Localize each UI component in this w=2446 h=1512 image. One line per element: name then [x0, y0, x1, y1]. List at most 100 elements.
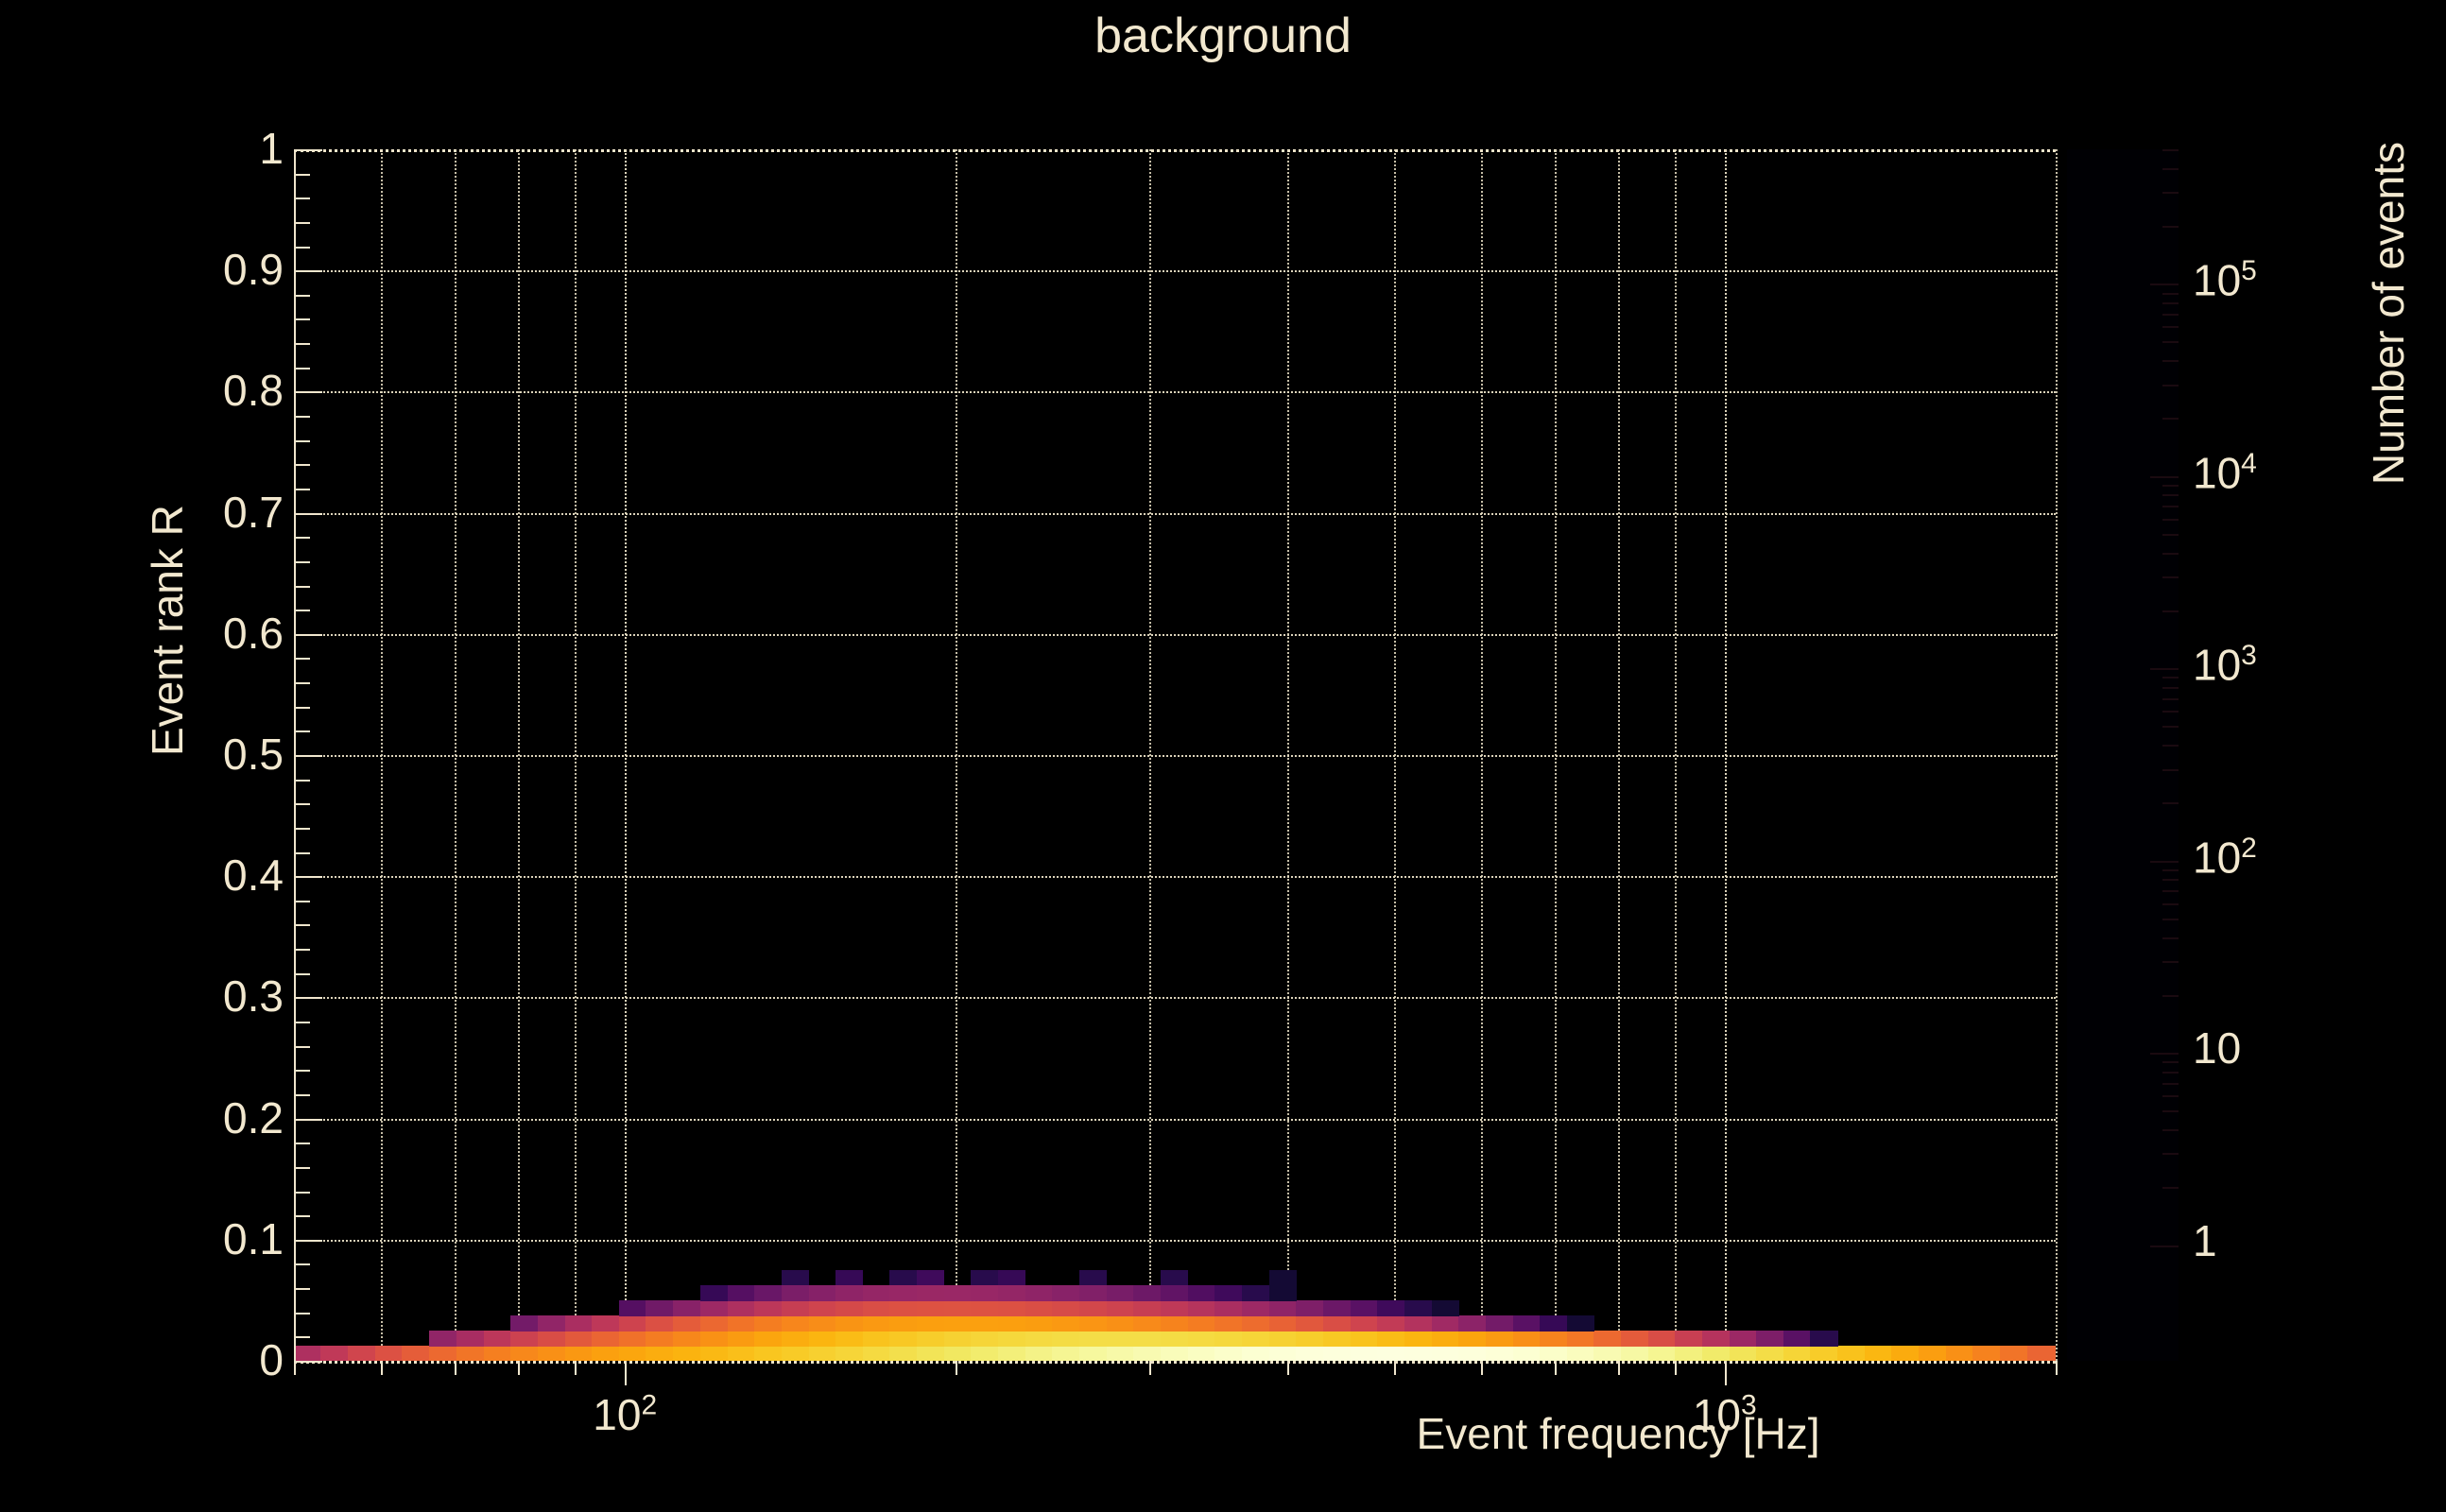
heatmap-bin	[1133, 1330, 1162, 1347]
heatmap-bin	[997, 1345, 1026, 1361]
heatmap-bin	[781, 1314, 810, 1332]
heatmap-bin	[1404, 1299, 1433, 1316]
heatmap-bin	[1079, 1299, 1108, 1316]
y-tick-minor	[294, 416, 310, 419]
heatmap-bin	[727, 1345, 755, 1361]
x-gridline	[1393, 149, 1396, 1361]
heatmap-bin	[1458, 1314, 1487, 1332]
heatmap-bin	[1540, 1330, 1568, 1347]
heatmap-bin	[619, 1314, 647, 1332]
heatmap-bin	[619, 1299, 647, 1316]
x-tick-minor	[1149, 1361, 1152, 1375]
heatmap-bin	[1566, 1314, 1594, 1332]
colorbar-tick-minor	[2162, 936, 2179, 939]
y-tick-minor	[294, 560, 310, 563]
y-tick-label: 0.6	[223, 608, 284, 658]
heatmap-bin	[1431, 1330, 1459, 1347]
heatmap-bin	[754, 1330, 783, 1347]
y-tick-label: 0.5	[223, 730, 284, 779]
heatmap-bin	[1323, 1345, 1352, 1361]
heatmap-bin	[943, 1314, 972, 1332]
y-tick-minor	[294, 682, 310, 685]
heatmap-bin	[943, 1330, 972, 1347]
heatmap-bin	[2026, 1345, 2056, 1361]
heatmap-bin	[1161, 1345, 1189, 1361]
colorbar-tick-minor	[2162, 1110, 2179, 1113]
heatmap-bin	[727, 1284, 755, 1301]
heatmap-bin	[1025, 1299, 1053, 1316]
colorbar-tick-minor	[2162, 726, 2179, 729]
heatmap-bin	[1106, 1345, 1135, 1361]
heatmap-bin	[1810, 1345, 1838, 1361]
heatmap-bin	[1701, 1345, 1731, 1361]
page-title: background	[1094, 9, 1352, 63]
heatmap-bin	[808, 1345, 836, 1361]
heatmap-bin	[971, 1314, 999, 1332]
heatmap-bin	[1431, 1299, 1459, 1316]
y-tick-minor	[294, 706, 310, 709]
x-axis-title: Event frequency [Hz]	[1416, 1409, 1820, 1458]
heatmap-bin	[564, 1330, 593, 1347]
y-tick-major	[294, 391, 322, 394]
colorbar-tick-minor	[2162, 292, 2179, 295]
y-tick-minor	[294, 827, 310, 830]
heatmap-bin	[1621, 1345, 1649, 1361]
heatmap-bin	[673, 1330, 701, 1347]
y-tick-minor	[294, 658, 310, 661]
heatmap-bin	[917, 1345, 945, 1361]
heatmap-bin	[1025, 1345, 1053, 1361]
heatmap-bin	[808, 1330, 836, 1347]
x-tick-minor	[1480, 1361, 1483, 1375]
heatmap-bin	[1566, 1345, 1594, 1361]
heatmap-bin	[889, 1284, 918, 1301]
heatmap-bin	[1161, 1269, 1189, 1286]
heatmap-bin	[1404, 1345, 1433, 1361]
y-tick-minor	[294, 1166, 310, 1169]
heatmap-bin	[1323, 1299, 1352, 1316]
heatmap-bin	[1296, 1299, 1324, 1316]
colorbar-tick-minor	[2162, 484, 2179, 487]
y-gridline	[294, 755, 2056, 757]
y-tick-minor	[294, 610, 310, 612]
y-tick-minor	[294, 439, 310, 442]
heatmap-bin	[1783, 1330, 1812, 1347]
y-tick-minor	[294, 1215, 310, 1218]
heatmap-bin	[510, 1314, 539, 1332]
heatmap-bin	[619, 1330, 647, 1347]
colorbar-tick-minor	[2162, 902, 2179, 905]
heatmap-bin	[456, 1345, 485, 1361]
heatmap-bin	[1972, 1345, 2001, 1361]
heatmap-bin	[1431, 1345, 1459, 1361]
heatmap-bin	[917, 1284, 945, 1301]
x-tick-minor	[518, 1361, 521, 1375]
heatmap-bin	[1079, 1345, 1108, 1361]
x-tick-minor	[2056, 1361, 2058, 1375]
heatmap-bin	[646, 1299, 674, 1316]
colorbar-tick-minor	[2162, 610, 2179, 612]
heatmap-bin	[1079, 1330, 1108, 1347]
heatmap-bin	[510, 1330, 539, 1347]
heatmap-bin	[889, 1345, 918, 1361]
heatmap-bin	[808, 1314, 836, 1332]
y-tick-minor	[294, 972, 310, 975]
heatmap-bin	[781, 1330, 810, 1347]
colorbar-tick-label: 102	[2193, 832, 2257, 882]
y-tick-major	[294, 1118, 322, 1121]
heatmap-bin	[1161, 1314, 1189, 1332]
heatmap-bin	[862, 1345, 890, 1361]
heatmap-bin	[537, 1345, 566, 1361]
y-tick-major	[294, 512, 322, 515]
heatmap-bin	[1783, 1345, 1812, 1361]
heatmap-bin	[592, 1345, 620, 1361]
heatmap-bin	[997, 1284, 1026, 1301]
heatmap-bin	[1187, 1330, 1215, 1347]
heatmap-bin	[1187, 1345, 1215, 1361]
heatmap-bin	[456, 1330, 485, 1347]
colorbar-title: Number of events	[2364, 142, 2413, 486]
x-gridline	[1724, 149, 1727, 1361]
colorbar-gradient	[2067, 149, 2179, 1361]
heatmap-bin	[1079, 1314, 1108, 1332]
heatmap-bin	[1431, 1314, 1459, 1332]
heatmap-bin	[592, 1330, 620, 1347]
heatmap-bin	[1485, 1330, 1514, 1347]
